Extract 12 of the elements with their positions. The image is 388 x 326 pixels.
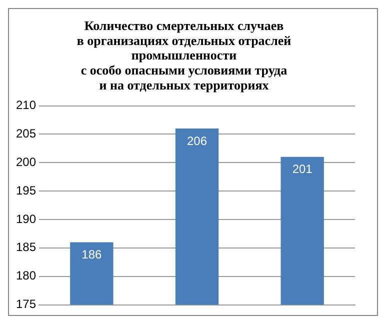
y-tick-label: 210 xyxy=(16,98,36,112)
y-tick-label: 185 xyxy=(16,240,36,254)
y-tick-label: 205 xyxy=(16,126,36,140)
chart-title: Количество смертельных случаев в организациях отдельных отраслей промышленности с особо опасными условиями труда и на отдельных территориях xyxy=(76,18,292,93)
y-tick-label: 175 xyxy=(16,297,36,312)
y-tick-label: 180 xyxy=(16,268,36,283)
y-tick-label: 190 xyxy=(16,212,36,226)
y-tick-label: 195 xyxy=(16,183,36,198)
data-label: 201 xyxy=(292,162,313,176)
y-tick-label: 200 xyxy=(16,154,36,169)
data-label: 186 xyxy=(82,248,102,262)
data-label: 206 xyxy=(186,134,208,148)
